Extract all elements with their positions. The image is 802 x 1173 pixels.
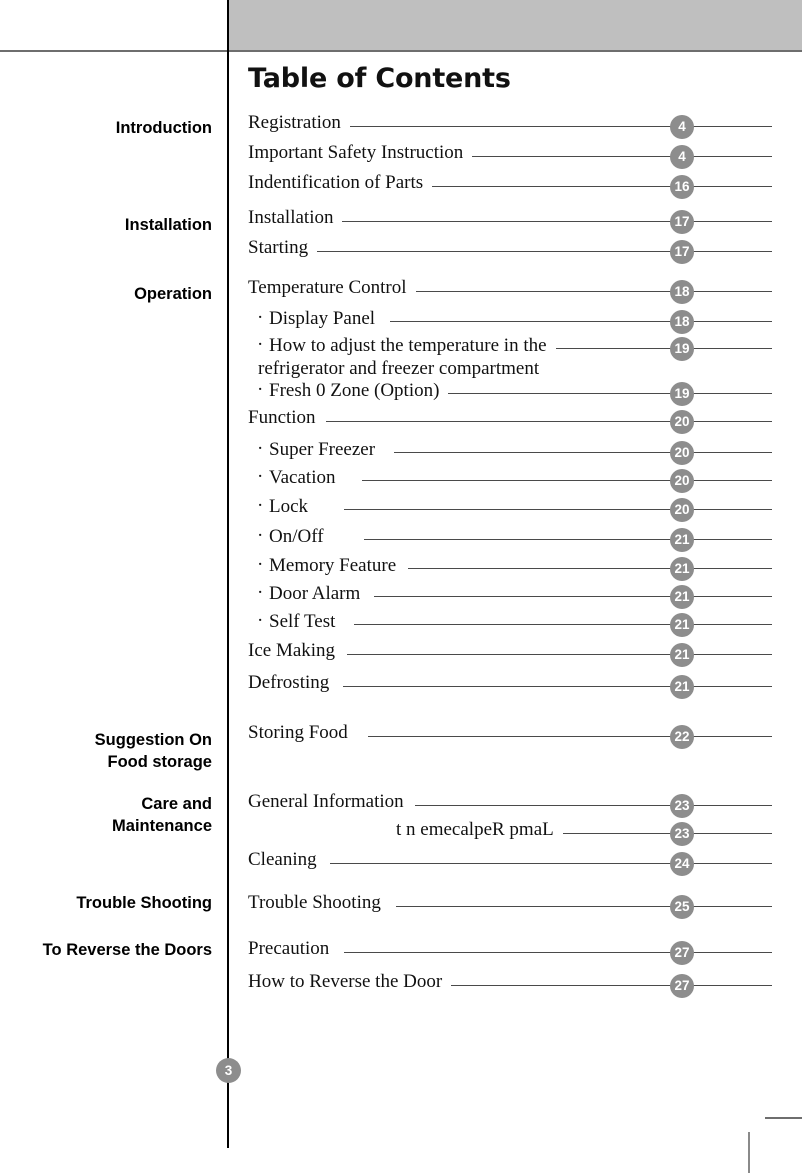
page-number-badge: 23	[670, 794, 694, 818]
toc-entry-label: Super Freezer	[258, 437, 385, 461]
toc-entry-label: Function	[248, 406, 325, 429]
page-number-badge: 27	[670, 974, 694, 998]
page-number-badge: 20	[670, 441, 694, 465]
page-title: Table of Contents	[248, 63, 511, 94]
sidebar-section-label: Suggestion On Food storage	[94, 731, 212, 771]
toc-entry-label: Self Test	[258, 609, 345, 633]
toc-entry-label: Defrosting	[248, 671, 339, 694]
page-number-badge: 21	[670, 585, 694, 609]
leader-line	[416, 291, 772, 293]
toc-entry-label: Ice Making	[248, 639, 345, 662]
page-number-badge: 18	[670, 280, 694, 304]
page-number-badge: 4	[670, 145, 694, 169]
leader-line	[316, 251, 772, 253]
toc-entry-label: Indentification of Parts	[248, 171, 433, 194]
page-number-badge: 24	[670, 852, 694, 876]
page-number-badge: 23	[670, 822, 694, 846]
leader-line	[347, 654, 772, 656]
leader-line	[396, 906, 772, 908]
page-number-badge: 19	[670, 382, 694, 406]
page-number-badge: 22	[670, 725, 694, 749]
leader-line	[362, 480, 772, 482]
toc-entry-label: Registration	[248, 111, 350, 134]
leader-line	[374, 596, 772, 598]
page-number-badge: 21	[670, 528, 694, 552]
page-number-badge: 21	[670, 643, 694, 667]
toc-entry-label: General Information	[248, 790, 413, 813]
toc-entry-label: Memory Feature	[258, 553, 406, 577]
leader-line	[338, 221, 772, 223]
leader-line	[415, 805, 772, 807]
sidebar-section-label: To Reverse the Doors	[42, 941, 212, 959]
page-number-badge: 16	[670, 175, 694, 199]
folio-page-number: 3	[216, 1058, 241, 1083]
toc-entry-label: Installation	[248, 206, 343, 229]
leader-line	[468, 156, 772, 158]
toc-entry-label: Lock	[258, 494, 318, 518]
page-number-badge: 20	[670, 410, 694, 434]
leader-line	[545, 833, 772, 835]
page-number-badge: 20	[670, 469, 694, 493]
page-number-badge: 21	[670, 675, 694, 699]
sidebar-section-label: Care and Maintenance	[112, 795, 212, 835]
page-number-badge: 4	[670, 115, 694, 139]
toc-entry-label: Vacation	[258, 465, 345, 489]
leader-line	[408, 568, 772, 570]
toc-entry-label: Cleaning	[248, 848, 326, 871]
toc-entry-label: Display Panel	[258, 306, 385, 330]
page-number-badge: 17	[670, 210, 694, 234]
leader-line	[354, 624, 772, 626]
toc-entry-label: Important Safety Instruction	[248, 141, 473, 164]
leader-line	[394, 452, 772, 454]
page-number-badge: 25	[670, 895, 694, 919]
leader-line	[330, 863, 772, 865]
page-number-badge: 17	[670, 240, 694, 264]
toc-entry-label: Door Alarm	[258, 581, 370, 605]
leader-line	[318, 126, 772, 128]
toc-entry-label: Temperature Control	[248, 276, 416, 299]
page-number-badge: 18	[670, 310, 694, 334]
page-number-badge: 27	[670, 941, 694, 965]
leader-line	[368, 736, 772, 738]
leader-line	[344, 509, 772, 511]
crop-mark-horizontal	[765, 1117, 802, 1119]
sidebar-section-label: Installation	[124, 216, 212, 234]
leader-line	[344, 952, 772, 954]
page-number-badge: 21	[670, 613, 694, 637]
toc-entry-label: Fresh 0 Zone (Option)	[258, 378, 449, 402]
leader-line	[364, 539, 772, 541]
toc-entry-label: How to adjust the temperature in the ref…	[258, 333, 556, 380]
header-band	[228, 0, 802, 51]
toc-entry-label: How to Reverse the Door	[248, 970, 452, 993]
toc-entry-label: Starting	[248, 236, 318, 259]
leader-line	[326, 421, 772, 423]
leader-line	[546, 348, 772, 350]
sidebar-section-label: Operation	[134, 285, 212, 303]
leader-line	[430, 186, 772, 188]
page-number-badge: 21	[670, 557, 694, 581]
leader-line	[390, 321, 772, 323]
toc-entry-label: Storing Food	[248, 721, 357, 744]
crop-mark-vertical	[748, 1132, 750, 1173]
toc-entry-label: Precaution	[248, 937, 339, 960]
leader-line	[448, 393, 772, 395]
vertical-divider	[227, 0, 229, 1148]
toc-entry-label: t n emecalpeR pmaL	[396, 818, 563, 841]
page-number-badge: 19	[670, 337, 694, 361]
header-rule	[0, 50, 802, 52]
toc-entry-label: On/Off	[258, 524, 333, 548]
leader-line	[443, 985, 772, 987]
toc-entry-label: Trouble Shooting	[248, 891, 390, 914]
sidebar-section-label: Introduction	[115, 119, 212, 137]
leader-line	[343, 686, 772, 688]
sidebar-section-label: Trouble Shooting	[76, 894, 212, 912]
page-number-badge: 20	[670, 498, 694, 522]
